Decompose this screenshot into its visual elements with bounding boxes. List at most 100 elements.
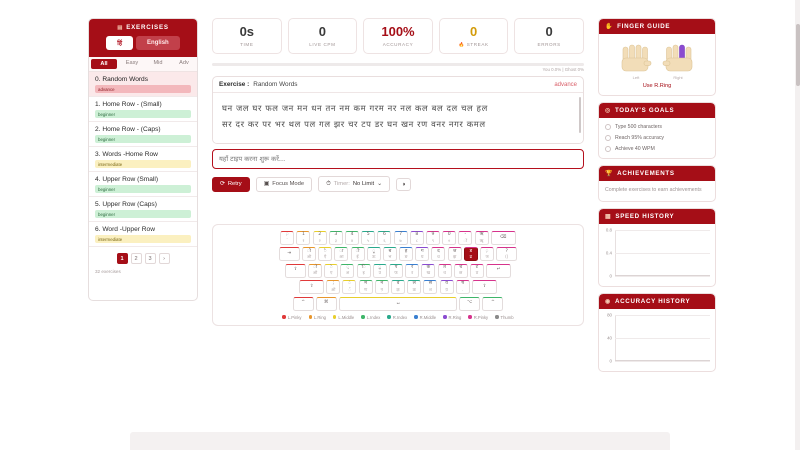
key-primary-label: - — [464, 232, 467, 238]
goal-item[interactable]: Type 500 characters — [605, 124, 709, 130]
keyboard-key[interactable]: ^ — [292, 296, 314, 311]
keyboard-key[interactable]: ⇧ — [299, 280, 325, 295]
goal-item[interactable]: Achieve 40 WPM — [605, 146, 709, 152]
keyboard-key[interactable]: ु उ — [372, 263, 387, 278]
keyboard-key[interactable]: ?() — [496, 247, 518, 262]
keyboard-key[interactable]: ⇧ — [471, 280, 497, 295]
timer-select[interactable]: ⏱ Timer: No Limit ⌄ — [318, 176, 390, 193]
keyboard-key[interactable]: ़ ञ — [480, 247, 495, 262]
keyboard-key[interactable]: ⌥ — [459, 296, 481, 311]
goal-checkbox[interactable] — [605, 146, 611, 152]
key-primary-label: 1 — [302, 232, 305, 238]
list-item[interactable]: 3. Words -Home Row intermediate — [89, 147, 197, 172]
keyboard-key[interactable]: ; ऑ — [326, 280, 341, 295]
keyboard-key[interactable]: ⌘ — [315, 296, 337, 311]
key-secondary-label: ऱ — [411, 270, 414, 276]
legend-label: R.Pinky — [473, 314, 489, 320]
page-next-button[interactable]: › — [158, 253, 170, 264]
list-item[interactable]: 0. Random Words advance — [89, 72, 197, 97]
page-scrollbar[interactable] — [795, 0, 800, 450]
keyboard-key[interactable]: ू ऊ — [366, 247, 381, 262]
left-hand: Left — [620, 44, 652, 80]
page-scrollbar-thumb[interactable] — [795, 24, 800, 86]
keyboard-key[interactable]: ⇧ — [284, 263, 306, 278]
keyboard-key[interactable]: ि इ — [356, 263, 371, 278]
keyboard-key[interactable]: ा आ — [334, 247, 349, 262]
list-item[interactable]: 1. Home Row - (Small) beginner — [89, 97, 197, 122]
keyboard-key[interactable]: ष. — [455, 280, 470, 295]
filter-all[interactable]: All — [91, 59, 117, 69]
list-item[interactable]: 6. Word -Upper Row intermediate — [89, 222, 197, 247]
keyboard-key[interactable]: े ए — [324, 263, 339, 278]
sound-toggle-button[interactable]: ◑ — [395, 177, 411, 191]
goal-checkbox[interactable] — [605, 124, 611, 130]
filter-mid[interactable]: Mid — [153, 60, 163, 66]
list-item[interactable]: 2. Home Row - (Caps) beginner — [89, 122, 197, 147]
keyboard-key[interactable]: -ॉ — [458, 231, 473, 245]
key-primary-label: ⇥ — [287, 251, 292, 257]
keyboard-key[interactable]: ⇥ — [278, 247, 300, 262]
y-tick-label: 80 — [607, 312, 612, 318]
filter-easy[interactable]: Easy — [125, 60, 139, 66]
keyboard-key[interactable]: य य़ — [439, 280, 454, 295]
keyboard-key[interactable]: ⌫ — [490, 231, 516, 245]
keyboard-key[interactable]: ^ — [482, 296, 504, 311]
goal-checkbox[interactable] — [605, 135, 611, 141]
keyboard-key[interactable]: ↵ — [486, 263, 512, 278]
keyboard-key[interactable]: ़ ` — [280, 231, 295, 245]
typing-input[interactable] — [212, 149, 584, 170]
retry-button[interactable]: ⟳ Retry — [212, 176, 250, 192]
keyboard-key[interactable]: ै ऐ — [318, 247, 333, 262]
lang-english-button[interactable]: English — [136, 36, 180, 50]
keyboard-key[interactable]: ␣ — [339, 296, 457, 311]
page-1-button[interactable]: 1 — [116, 253, 128, 264]
legend-label: L.Middle — [338, 314, 355, 320]
list-item[interactable]: 4. Upper Row (Small) beginner — [89, 172, 197, 197]
focus-mode-button[interactable]: ▣ Focus Mode — [255, 176, 313, 192]
exercise-text-line: सर दर कर पर भर थल पल गल झर चर टप डर घन ख… — [222, 118, 486, 129]
lang-hindi-button[interactable]: हिं — [106, 36, 134, 50]
page-2-button[interactable]: 2 — [130, 253, 142, 264]
keyboard-key[interactable]: ी ई — [350, 247, 365, 262]
exercise-text-scrollbar[interactable] — [578, 97, 581, 134]
retry-label: Retry — [227, 181, 242, 188]
goal-item[interactable]: Reach 95% accuracy — [605, 135, 709, 141]
keyboard-key[interactable]: ो ओ — [308, 263, 323, 278]
keyboard-key[interactable]: ् अ — [340, 263, 355, 278]
page-3-button[interactable]: 3 — [144, 253, 156, 264]
filter-adv[interactable]: Adv — [179, 60, 189, 66]
finger-guide-note: Use R.Ring — [642, 83, 672, 89]
keyboard-key[interactable]: ंँ — [342, 280, 357, 295]
list-item[interactable]: 5. Upper Row (Caps) beginner — [89, 197, 197, 222]
keyboard-key[interactable]: ौ ऒ — [301, 247, 316, 262]
